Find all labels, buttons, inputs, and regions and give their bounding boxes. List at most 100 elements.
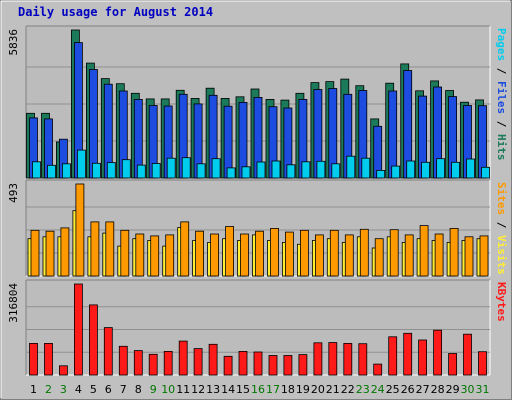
bar-pages-day-6 xyxy=(106,162,116,179)
x-tick-label: 28 xyxy=(431,383,445,396)
bar-pages-day-21 xyxy=(331,163,341,179)
legend-separator: / xyxy=(495,114,508,134)
x-tick-label: 30 xyxy=(461,383,475,396)
x-tick-label: 18 xyxy=(281,383,295,396)
bar-sites-day-26 xyxy=(404,234,414,277)
bar-pages-day-31 xyxy=(481,166,490,179)
bar-sites-day-23 xyxy=(359,228,369,277)
bar-kbytes-day-4 xyxy=(74,283,83,376)
bar-pages-day-26 xyxy=(406,160,416,179)
x-tick-label: 26 xyxy=(401,383,415,396)
x-tick-label: 10 xyxy=(161,383,175,396)
bar-sites-day-5 xyxy=(90,221,100,277)
bar-pages-day-8 xyxy=(136,164,146,179)
bar-kbytes-day-3 xyxy=(59,365,68,376)
bar-sites-day-31 xyxy=(479,235,489,277)
bar-sites-day-29 xyxy=(449,227,459,277)
bar-kbytes-day-15 xyxy=(238,350,248,376)
x-tick-label: 8 xyxy=(135,383,142,396)
bar-sites-day-16 xyxy=(255,230,264,277)
bar-pages-day-19 xyxy=(301,161,311,179)
x-tick-label: 21 xyxy=(326,383,340,396)
bar-kbytes-day-28 xyxy=(433,329,443,376)
chart-title: Daily usage for August 2014 xyxy=(18,5,213,19)
x-tick-label: 4 xyxy=(75,383,82,396)
bar-pages-day-7 xyxy=(121,159,131,179)
bar-pages-day-12 xyxy=(196,163,206,179)
bar-kbytes-day-2 xyxy=(44,342,53,376)
chart-panel-2: 493 Sites / Visits xyxy=(7,179,508,277)
bar-sites-day-1 xyxy=(30,229,40,277)
bar-files-day-14 xyxy=(223,105,233,179)
legend-label: Sites / Visits xyxy=(495,182,508,275)
bar-pages-day-4 xyxy=(77,149,86,179)
bar-sites-day-19 xyxy=(299,229,309,277)
bar-pages-day-28 xyxy=(436,158,446,179)
bar-sites-day-30 xyxy=(464,236,474,277)
x-tick-label: 31 xyxy=(476,383,490,396)
bar-sites-day-7 xyxy=(120,229,130,277)
x-tick-label: 22 xyxy=(341,383,355,396)
x-tick-label: 6 xyxy=(105,383,112,396)
bar-pages-day-16 xyxy=(256,161,266,179)
x-tick-label: 15 xyxy=(236,383,250,396)
bar-kbytes-day-25 xyxy=(388,336,398,376)
bar-sites-day-11 xyxy=(180,221,190,277)
bar-kbytes-day-6 xyxy=(103,327,113,376)
bar-kbytes-day-14 xyxy=(223,355,233,376)
bar-sites-day-6 xyxy=(105,221,115,277)
bar-kbytes-day-29 xyxy=(448,353,458,376)
x-tick-label: 2 xyxy=(45,383,52,396)
bar-pages-day-23 xyxy=(361,157,371,179)
bar-pages-day-11 xyxy=(181,157,191,179)
bar-sites-day-24 xyxy=(374,238,384,277)
bar-sites-day-4 xyxy=(75,183,85,277)
x-tick-label: 5 xyxy=(90,383,97,396)
bar-kbytes-day-20 xyxy=(313,342,323,376)
bar-pages-day-9 xyxy=(151,163,161,179)
bar-kbytes-day-1 xyxy=(29,342,38,376)
x-tick-label: 27 xyxy=(416,383,430,396)
x-tick-label: 19 xyxy=(296,383,310,396)
chart-panel-1: 5836 Pages / Files / Hits xyxy=(7,25,508,179)
legend-pages: Pages xyxy=(495,28,508,61)
bar-pages-day-3 xyxy=(62,163,71,179)
bar-pages-day-22 xyxy=(346,155,356,179)
bar-sites-day-2 xyxy=(45,230,55,277)
axis-max-label: 5836 xyxy=(7,29,20,56)
x-tick-label: 24 xyxy=(371,383,385,396)
bar-sites-day-3 xyxy=(60,227,70,277)
bar-pages-day-25 xyxy=(391,165,401,179)
x-tick-label: 9 xyxy=(150,383,157,396)
bar-kbytes-day-5 xyxy=(89,304,98,376)
bar-sites-day-13 xyxy=(210,233,220,277)
x-tick-label: 25 xyxy=(386,383,400,396)
bar-kbytes-day-31 xyxy=(478,351,487,376)
x-tick-label: 12 xyxy=(191,383,205,396)
legend-separator: / xyxy=(495,61,508,81)
bar-kbytes-day-10 xyxy=(163,350,173,376)
legend-files: Files xyxy=(495,81,508,114)
bar-sites-day-15 xyxy=(240,233,249,277)
bar-sites-day-14 xyxy=(225,226,235,277)
bar-kbytes-day-13 xyxy=(208,343,218,376)
legend-label: Pages / Files / Hits xyxy=(495,28,508,161)
bar-pages-day-18 xyxy=(286,164,296,179)
bar-pages-day-24 xyxy=(376,169,386,179)
bar-sites-day-9 xyxy=(150,235,160,277)
bar-kbytes-day-24 xyxy=(373,363,383,376)
bar-kbytes-day-9 xyxy=(148,353,158,376)
chart-panels: 5836 Pages / Files / Hits 493 Sites / Visit… xyxy=(7,25,508,376)
bar-files-day-5 xyxy=(89,69,98,179)
legend-sites: Sites xyxy=(495,182,508,215)
x-tick-label: 17 xyxy=(266,383,280,396)
bar-sites-day-21 xyxy=(329,229,339,277)
bar-kbytes-day-8 xyxy=(133,350,143,376)
bar-kbytes-day-7 xyxy=(118,345,128,376)
x-tick-label: 14 xyxy=(221,383,235,396)
legend-label: KBytes xyxy=(495,282,508,322)
bar-kbytes-day-23 xyxy=(358,343,368,376)
legend-separator: / xyxy=(495,215,508,235)
bar-pages-day-5 xyxy=(92,162,101,179)
